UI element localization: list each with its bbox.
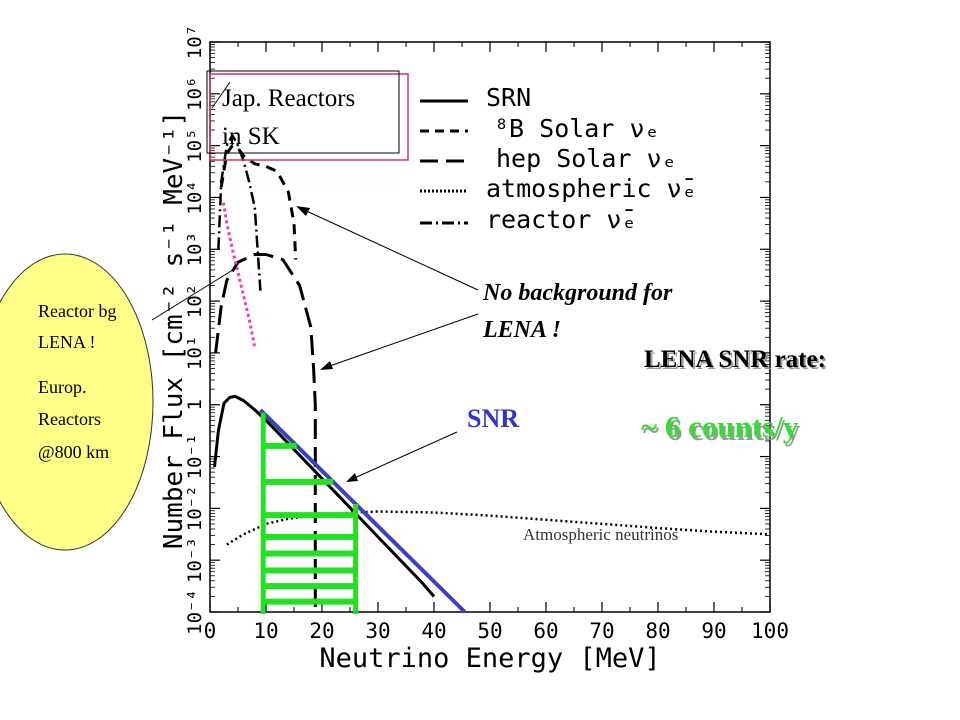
x-tick-labels: 0 10 20 30 40 50 60 70 80 90 100 xyxy=(204,619,789,643)
lena-rate: LENA SNR rate: LENA SNR rate: ~ 6 counts… xyxy=(641,346,828,447)
legend-label-reactor: reactor ν̄ₑ xyxy=(486,205,637,234)
x-tick-label: 10 xyxy=(253,619,278,643)
no-bg-arrow-2 xyxy=(323,313,479,369)
x-tick-label: 100 xyxy=(751,619,789,643)
bubble-shape xyxy=(0,253,154,551)
x-tick-label: 60 xyxy=(533,619,558,643)
series-line-lena-snr xyxy=(258,408,467,614)
bubble-line-2: LENA ! xyxy=(38,332,96,352)
y-tick-labels: 10⁻⁴ 10⁻³ 10⁻² 10⁻¹ 1 10¹ 10² 10³ 10⁴ 10⁵ 10⁶ 10⁷ xyxy=(184,25,206,635)
y-axis-label: Number Flux [cm⁻² s⁻¹ MeV⁻¹] xyxy=(159,111,189,549)
bubble-line-5: @800 km xyxy=(38,442,109,462)
y-tick-label: 10⁻⁴ xyxy=(184,589,206,635)
x-tick-label: 0 xyxy=(204,619,217,643)
y-tick-label: 10⁵ xyxy=(184,128,206,162)
series-line-solid xyxy=(213,394,436,598)
y-tick-label: 10¹ xyxy=(184,336,206,370)
axis-ticks xyxy=(209,41,771,613)
x-tick-label: 40 xyxy=(421,619,446,643)
x-tick-label: 30 xyxy=(365,619,390,643)
no-bg-arrowhead-1 xyxy=(296,206,310,216)
legend-label-8b: ⁸B Solar νₑ xyxy=(494,114,660,143)
x-tick-label: 90 xyxy=(701,619,726,643)
snr-window-bars xyxy=(260,412,359,614)
lena-rate-value: ~ 6 counts/y xyxy=(641,409,799,444)
series-line-dashdot xyxy=(217,134,262,291)
no-background-line-2: LENA ! xyxy=(482,317,561,343)
x-axis-label: Neutrino Energy [MeV] xyxy=(319,643,660,674)
snr-label: SNR xyxy=(467,404,519,433)
series-line-longdash xyxy=(214,253,317,612)
y-tick-label: 1 xyxy=(184,399,206,410)
bubble-line-4: Reactors xyxy=(38,409,101,429)
no-bg-arrowhead-2 xyxy=(320,361,333,370)
legend-label-hep: hep Solar νₑ xyxy=(496,144,677,173)
x-tick-label: 50 xyxy=(477,619,502,643)
jap-box-shadow xyxy=(209,73,409,161)
atmospheric-label: Atmospheric neutrinos xyxy=(523,525,678,544)
jap-box-line-1: Jap. Reactors xyxy=(222,85,355,112)
legend-label-atm: atmospheric ν̄ₑ xyxy=(486,174,697,203)
x-tick-label: 70 xyxy=(589,619,614,643)
snr-arrow xyxy=(349,431,458,481)
x-tick-label: 80 xyxy=(645,619,670,643)
jap-box-line-2: in SK xyxy=(222,123,280,150)
jap-box-pointer xyxy=(211,81,231,109)
series-line-dash xyxy=(219,144,298,260)
snr-arrowhead xyxy=(346,473,358,482)
series-line-dot xyxy=(226,510,771,546)
y-tick-label: 10⁻¹ xyxy=(184,434,206,480)
y-tick-label: 10³ xyxy=(184,232,206,266)
no-bg-arrow-1 xyxy=(299,207,479,291)
jap-reactors-box: Jap. Reactors in SK xyxy=(206,70,409,161)
no-background-line-1: No background for xyxy=(482,280,673,306)
x-tick-label: 20 xyxy=(309,619,334,643)
legend: SRN ⁸B Solar νₑ hep Solar νₑ atmospheric… xyxy=(420,83,697,234)
y-tick-label: 10² xyxy=(184,284,206,318)
lena-rate-value-shadow: ~ 6 counts/y xyxy=(643,412,801,447)
lena-rate-title: LENA SNR rate: xyxy=(644,346,826,373)
y-tick-label: 10⁻³ xyxy=(184,537,206,583)
y-tick-label: 10⁴ xyxy=(184,180,206,214)
series-line-reactor-bg xyxy=(221,202,257,348)
legend-label-srn: SRN xyxy=(486,83,531,112)
bubble-line-1: Reactor bg xyxy=(38,301,116,321)
reactor-bubble: Reactor bg LENA ! Europ. Reactors @800 k… xyxy=(0,253,154,551)
y-tick-label: 10⁶ xyxy=(184,77,206,111)
lena-rate-title-shadow: LENA SNR rate: xyxy=(646,348,828,375)
jap-box xyxy=(206,70,400,154)
y-tick-label: 10⁷ xyxy=(184,25,206,59)
bubble-line-3: Europ. xyxy=(38,377,87,397)
y-tick-label: 10⁻² xyxy=(184,485,206,531)
reactor-bg-pointer xyxy=(151,267,237,321)
